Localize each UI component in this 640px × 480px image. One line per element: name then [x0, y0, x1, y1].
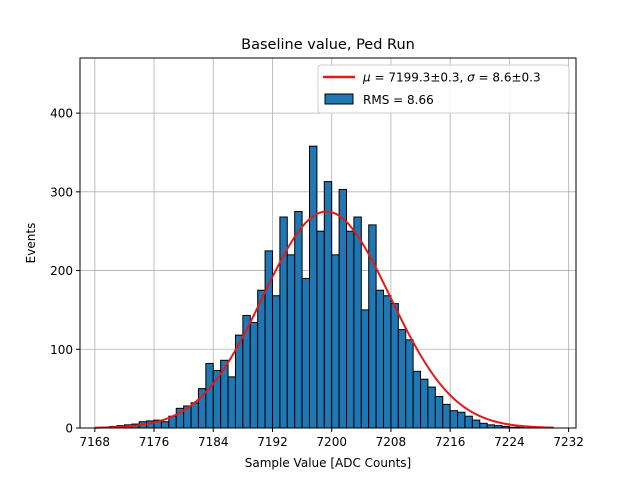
histogram-bar	[360, 309, 370, 429]
histogram-bar	[420, 378, 429, 429]
x-tick-label: 7200	[316, 435, 347, 449]
histogram-bar	[412, 370, 422, 429]
y-tick-label: 200	[50, 264, 73, 278]
legend-box	[317, 64, 570, 114]
legend-histogram-label: RMS = 8.66	[363, 93, 434, 107]
histogram-bar	[479, 422, 488, 429]
gaussian-fit-curve	[94, 210, 554, 429]
legend-mu-symbol: μ	[362, 71, 371, 85]
x-axis-title: Sample Value [ADC Counts]	[245, 456, 411, 470]
legend-histogram-swatch	[324, 93, 354, 105]
histogram-bar	[471, 419, 481, 429]
legend-sigma-symbol: σ	[467, 71, 475, 85]
histogram-bar	[308, 145, 318, 429]
y-tick-label: 400	[50, 107, 73, 121]
x-tick-label: 7176	[139, 435, 170, 449]
legend-fit-label: μ = 7199.3±0.3, σ = 8.6±0.3	[362, 71, 541, 85]
histogram-bar	[249, 322, 259, 429]
y-axis-title: Events	[24, 223, 38, 264]
histogram-bar	[205, 362, 214, 429]
x-tick-label: 7168	[80, 435, 111, 449]
histogram-bar	[160, 421, 170, 429]
histogram-bar	[242, 314, 251, 429]
histogram-bar	[427, 386, 436, 429]
histogram-bar	[449, 410, 459, 429]
x-tick-label: 7232	[553, 435, 584, 449]
y-tick-label: 0	[65, 422, 73, 436]
histogram-bar	[271, 295, 281, 429]
histogram-bar	[383, 295, 392, 429]
histogram-bar	[338, 188, 348, 429]
histogram-bar	[190, 402, 199, 429]
histogram-bar	[286, 254, 296, 429]
histogram-bar	[464, 415, 473, 429]
histogram-bar	[390, 303, 399, 429]
histogram-bar	[457, 411, 466, 429]
histogram-bar	[353, 216, 362, 429]
axis-ticks: 7168 7176 7184 7192 7200 7208 7216 7224 7232 0 100…	[50, 107, 584, 449]
histogram-bar	[442, 403, 451, 429]
x-tick-label: 7192	[257, 435, 288, 449]
legend: μ = 7199.3±0.3, σ = 8.6±0.3 RMS = 8.66	[317, 64, 570, 114]
y-tick-label: 300	[50, 185, 73, 199]
histogram-bars	[101, 145, 525, 429]
histogram-bar	[346, 230, 355, 429]
x-tick-label: 7224	[494, 435, 525, 449]
histogram-bar	[405, 339, 414, 429]
histogram-bar	[301, 277, 310, 429]
histogram-bar	[375, 289, 385, 429]
histogram-bar	[294, 211, 303, 429]
histogram-bar	[397, 329, 407, 429]
legend-sigma-value: = 8.6±0.3	[475, 71, 541, 85]
legend-mu-value: = 7199.3±0.3,	[371, 71, 467, 85]
histogram-bar	[434, 396, 444, 429]
histogram-bar	[227, 376, 236, 429]
x-tick-label: 7216	[435, 435, 466, 449]
histogram-bar	[257, 289, 266, 429]
chart-title: Baseline value, Ped Run	[241, 37, 415, 53]
y-tick-label: 100	[50, 343, 73, 357]
histogram-bar	[316, 230, 325, 429]
histogram-bar	[279, 216, 288, 429]
x-tick-label: 7208	[376, 435, 407, 449]
x-tick-label: 7184	[198, 435, 229, 449]
axes-frame	[79, 57, 577, 429]
histogram-bar	[323, 181, 333, 429]
histogram-bar	[331, 254, 340, 429]
